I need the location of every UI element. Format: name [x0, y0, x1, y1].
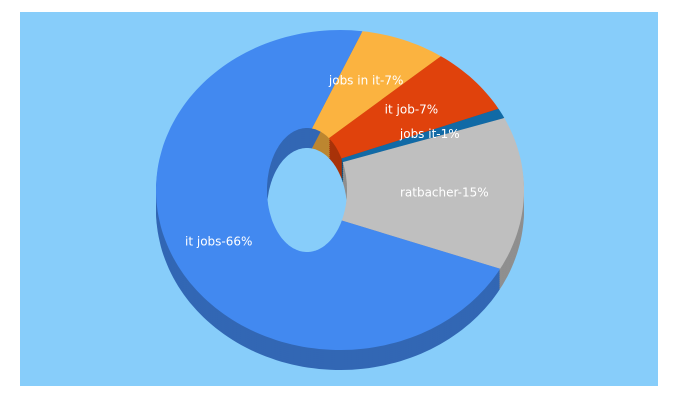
slice: [311, 31, 441, 139]
slice-label: it job-7%: [385, 103, 439, 117]
slice: [341, 108, 505, 163]
slices: [156, 30, 524, 350]
slice-label: jobs it-1%: [399, 127, 460, 141]
slice: [341, 118, 524, 269]
labels: jobs in it-7% it job-7% jobs it-1% ratbache…: [185, 74, 489, 249]
slice: [328, 56, 499, 159]
slice: [156, 30, 501, 350]
slice-label: jobs in it-7%: [328, 74, 404, 88]
slice-label: ratbacher-15%: [400, 185, 489, 199]
slice-label: it jobs-66%: [185, 235, 252, 249]
